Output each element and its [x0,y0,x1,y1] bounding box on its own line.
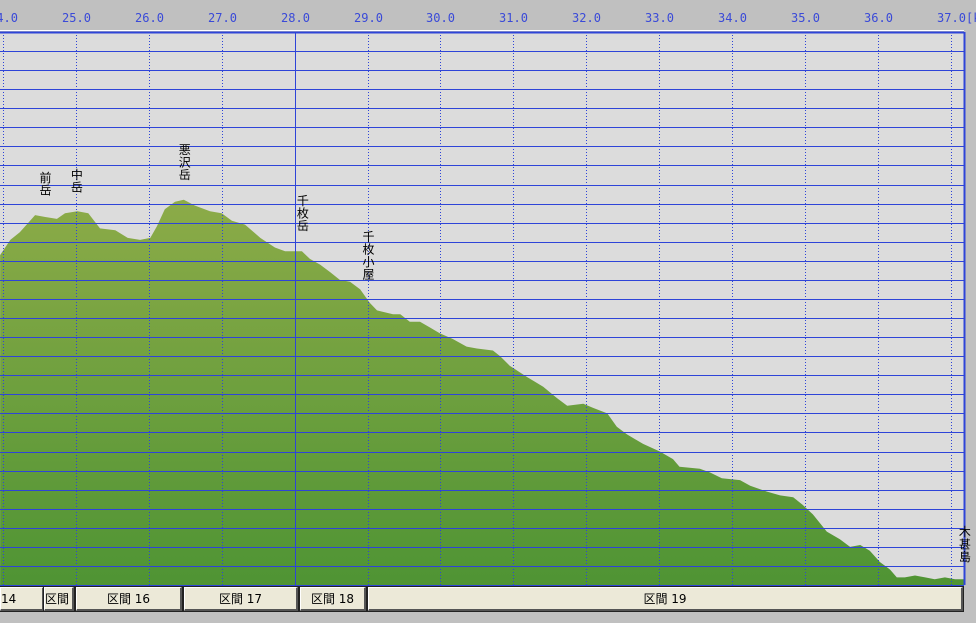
place-label-char: 屋 [362,268,374,282]
place-label: 中岳 [71,167,83,195]
place-label-char: 岳 [71,181,83,195]
x-tick-label: 33.0 [645,11,674,25]
axis-header [0,0,976,30]
place-label-char: 岳 [179,168,191,182]
x-tick-label: 28.0 [281,11,310,25]
place-label: 千枚岳 [297,194,309,233]
place-label-char: 甚 [959,538,971,552]
place-label-char: 岳 [40,184,52,198]
place-label-char: 悪 [179,143,191,157]
place-label-char: 中 [71,167,83,182]
x-tick-label: 35.0 [791,11,820,25]
elevation-area [0,199,965,586]
x-tick-label: 34.0 [718,11,747,25]
x-tick-label: 27.0 [208,11,237,25]
place-label-char: 枚 [362,242,374,257]
place-label: 前岳 [40,170,52,198]
place-label-char: 千 [297,194,309,208]
place-label-char: 小 [362,255,374,269]
x-tick-label: 32.0 [572,11,601,25]
x-tick-label: 31.0 [499,11,528,25]
place-label-char: 沢 [179,156,191,170]
x-tick-label: 37.0 [937,11,966,25]
segment-tab[interactable]: 14 [0,586,45,612]
segment-tab[interactable]: 区間 1 [43,586,75,612]
x-tick-label: 24.0 [0,11,18,25]
x-tick-label: 25.0 [62,11,91,25]
segment-tab[interactable]: 区間 16 [75,586,183,612]
segment-tab[interactable]: 区間 18 [299,586,367,612]
x-tick-label: 29.0 [354,11,383,25]
segment-tab[interactable]: 区間 17 [183,586,299,612]
place-label: 悪沢岳 [179,143,191,182]
x-tick-label: 30.0 [426,11,455,25]
place-label-char: 岳 [297,219,309,233]
place-label-char: 枚 [297,206,309,221]
place-label-char: 千 [362,230,374,244]
place-label-char: 木 [959,525,971,539]
place-label-char: 前 [40,170,52,185]
place-label-char: 島 [959,549,971,564]
x-tick-label: 26.0 [135,11,164,25]
right-margin [965,32,976,623]
x-axis-unit-label: [km [966,11,976,25]
x-tick-label: 36.0 [864,11,893,25]
place-label: 木甚島 [959,525,971,564]
segment-tab[interactable]: 区間 19 [367,586,964,612]
